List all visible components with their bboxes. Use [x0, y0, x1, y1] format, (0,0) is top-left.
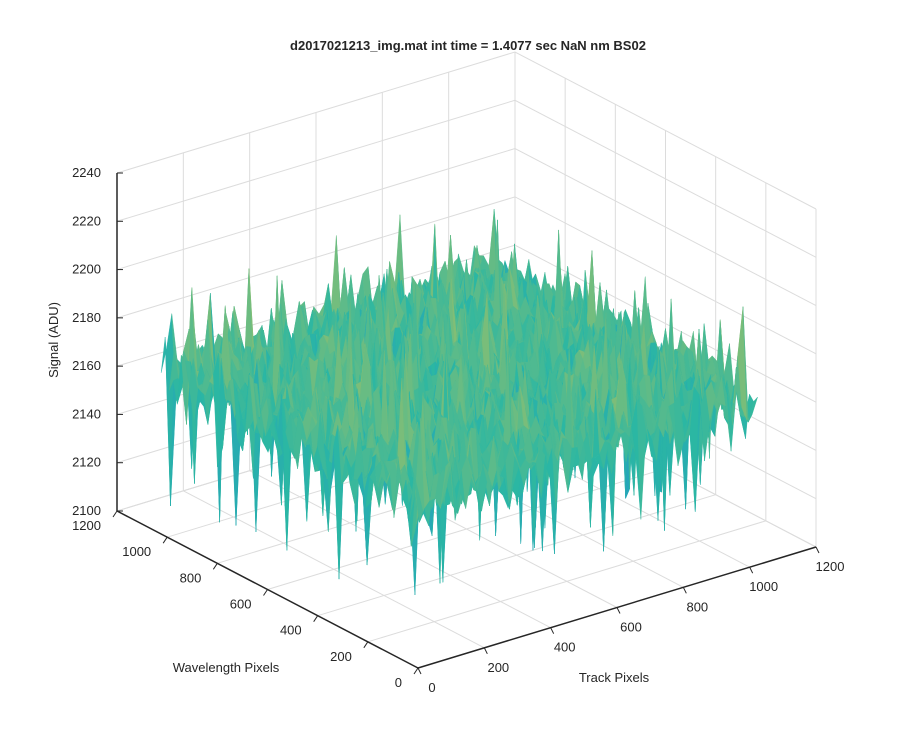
x-tick-label: 0 [428, 680, 435, 695]
chart-title: d2017021213_img.mat int time = 1.4077 se… [290, 38, 646, 53]
z-axis-title: Signal (ADU) [46, 302, 61, 378]
y-tick-mark [313, 615, 319, 622]
y-tick-label: 200 [330, 649, 352, 664]
z-grid-line [116, 196, 817, 355]
y-tick-mark [413, 667, 419, 675]
surface-patch [748, 396, 758, 423]
x-tick-mark [749, 566, 754, 574]
y-tick-mark [162, 536, 168, 544]
surface-plot [160, 209, 758, 595]
z-tick-label: 2100 [72, 503, 101, 518]
y-tick-label: 400 [280, 623, 302, 638]
z-tick-label: 2120 [72, 455, 101, 470]
x-tick-mark [550, 627, 555, 634]
z-tick-label: 2180 [72, 310, 101, 325]
y-axis-title: Wavelength Pixels [173, 660, 280, 675]
y-tick-mark [212, 563, 218, 570]
x-axis-title: Track Pixels [579, 670, 650, 685]
z-grid-line [116, 51, 817, 210]
y-tick-label: 800 [180, 570, 202, 585]
surface-patch [330, 235, 341, 314]
y-tick-label: 1000 [122, 544, 151, 559]
x-tick-label: 400 [554, 640, 576, 655]
axes-box [112, 172, 820, 675]
y-tick-label: 600 [230, 597, 252, 612]
x-tick-mark [417, 667, 422, 675]
z-grid-line [116, 99, 817, 258]
y-tick-label: 1200 [72, 518, 101, 533]
y-tick-label: 0 [395, 675, 402, 690]
x-tick-mark [815, 546, 820, 554]
y-tick-mark [263, 589, 268, 596]
y-tick-mark [112, 510, 118, 518]
x-tick-label: 800 [686, 599, 708, 614]
z-tick-label: 2240 [72, 165, 101, 180]
z-tick-label: 2160 [72, 358, 101, 373]
x-tick-label: 200 [487, 660, 509, 675]
x-tick-mark [483, 647, 488, 655]
z-tick-label: 2220 [72, 213, 101, 228]
z-tick-label: 2140 [72, 406, 101, 421]
x-tick-label: 1200 [816, 559, 845, 574]
surface-patch [586, 250, 597, 329]
z-tick-label: 2200 [72, 262, 101, 277]
z-grid-line [116, 148, 817, 307]
tick-labels: 0 200 400 600 800 1000 1200 0 200 400 600 800 1000 12… [72, 165, 844, 695]
y-tick-mark [363, 641, 369, 649]
x-tick-label: 1000 [749, 579, 778, 594]
x-tick-mark [616, 607, 621, 614]
x-tick-label: 600 [620, 620, 642, 635]
x-tick-mark [682, 587, 687, 594]
